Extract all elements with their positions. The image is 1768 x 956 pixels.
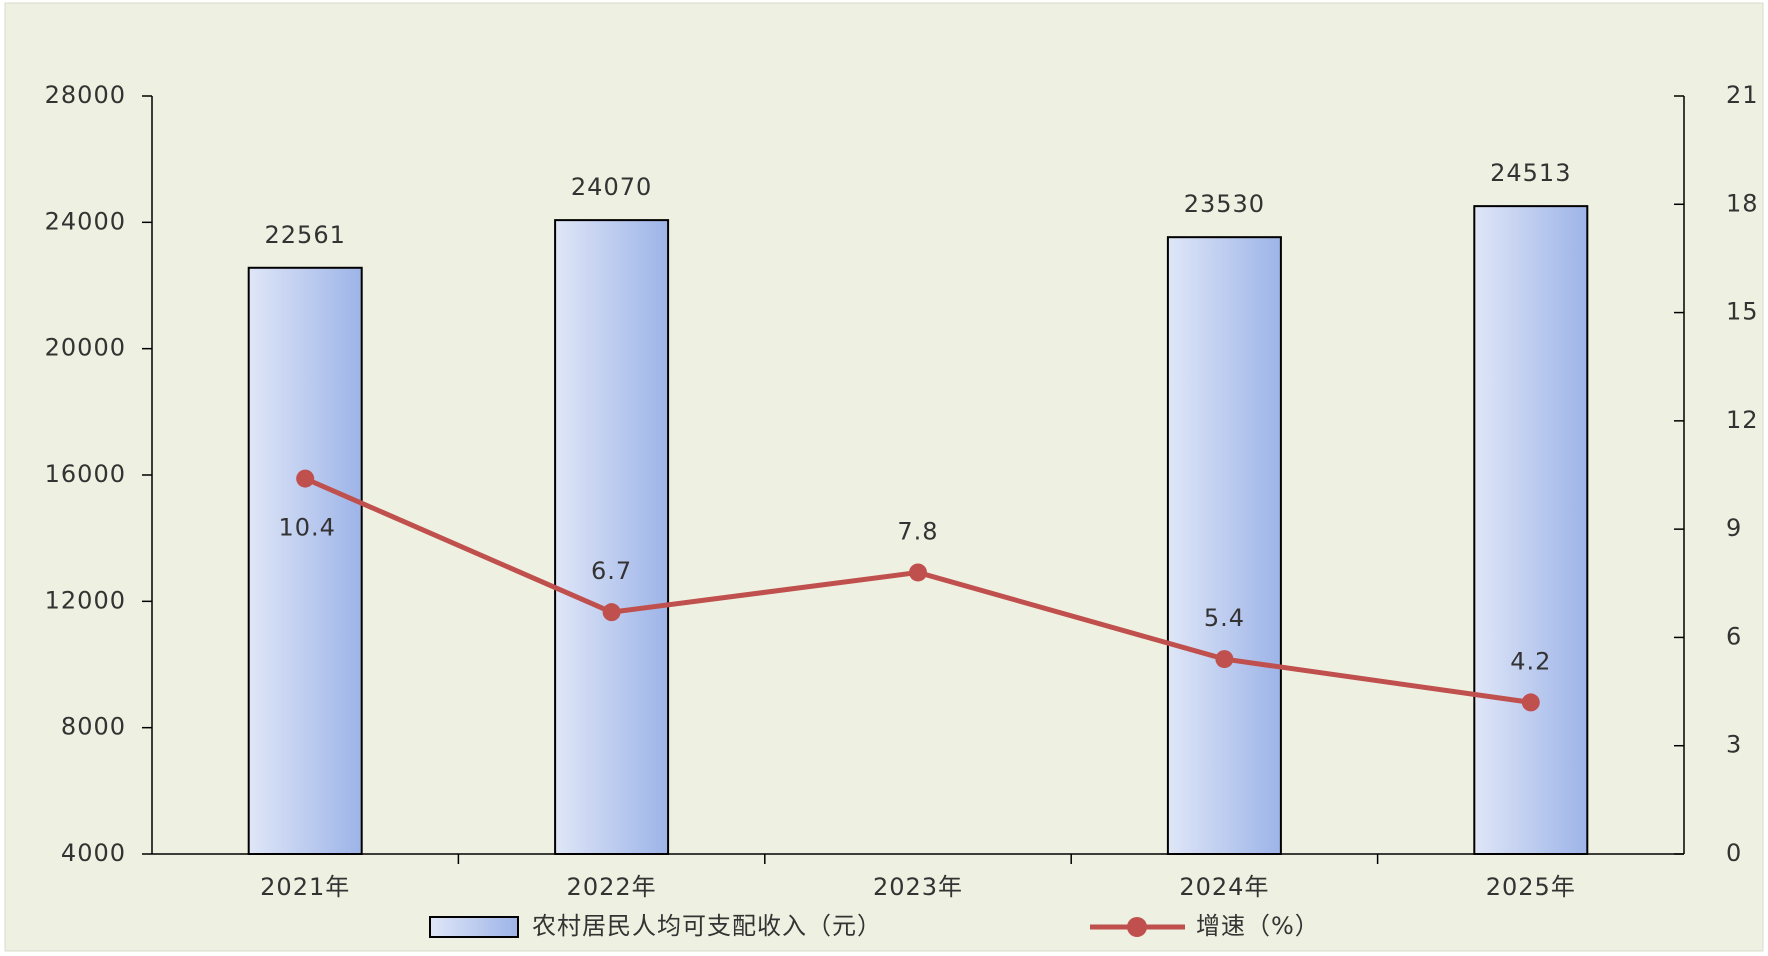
y2-tick-label: 3 [1726,731,1742,759]
bar [1473,205,1589,855]
bar [1166,236,1282,856]
x-tick-label: 2024年 [1179,873,1269,901]
bar-value-label: 24513 [1490,159,1571,187]
legend-label: 增速（%） [1196,912,1320,940]
y-tick-label: 12000 [45,586,126,614]
y-tick-label: 20000 [45,334,126,362]
line-marker [1521,693,1540,712]
legend-swatch-marker [1127,917,1147,937]
bar-value-label: 24070 [571,173,652,201]
line-value-label: 6.7 [591,557,632,585]
bar [554,219,670,855]
y-tick-label: 24000 [45,207,126,235]
legend-swatch [429,916,519,938]
bar-value-label: 22561 [265,221,346,249]
y-tick-label: 28000 [45,81,126,109]
y-tick-label: 8000 [61,713,126,741]
x-tick-label: 2022年 [567,873,657,901]
y-tick-label: 16000 [45,460,126,488]
y-tick-label: 4000 [61,839,126,867]
line-marker [1215,650,1234,669]
bar [247,266,363,855]
bar-value-label: 23530 [1184,190,1265,218]
y2-tick-label: 0 [1726,839,1742,867]
line-value-label: 5.4 [1204,604,1245,632]
line-marker [909,563,927,582]
y2-tick-label: 9 [1726,514,1742,542]
y2-tick-label: 15 [1726,298,1759,326]
y2-tick-label: 18 [1726,189,1759,217]
x-tick-label: 2025年 [1486,873,1576,901]
line-marker [602,603,621,622]
line-value-label: 7.8 [897,517,938,545]
y2-tick-label: 21 [1726,81,1759,109]
y2-tick-label: 6 [1726,622,1742,650]
line-value-label: 4.2 [1510,647,1551,675]
line-value-label: 10.4 [278,514,335,542]
y2-tick-label: 12 [1726,406,1759,434]
x-tick-label: 2023年 [873,873,963,901]
x-tick-label: 2021年 [260,873,350,901]
line-marker [296,469,315,488]
legend-label: 农村居民人均可支配收入（元） [532,912,882,940]
